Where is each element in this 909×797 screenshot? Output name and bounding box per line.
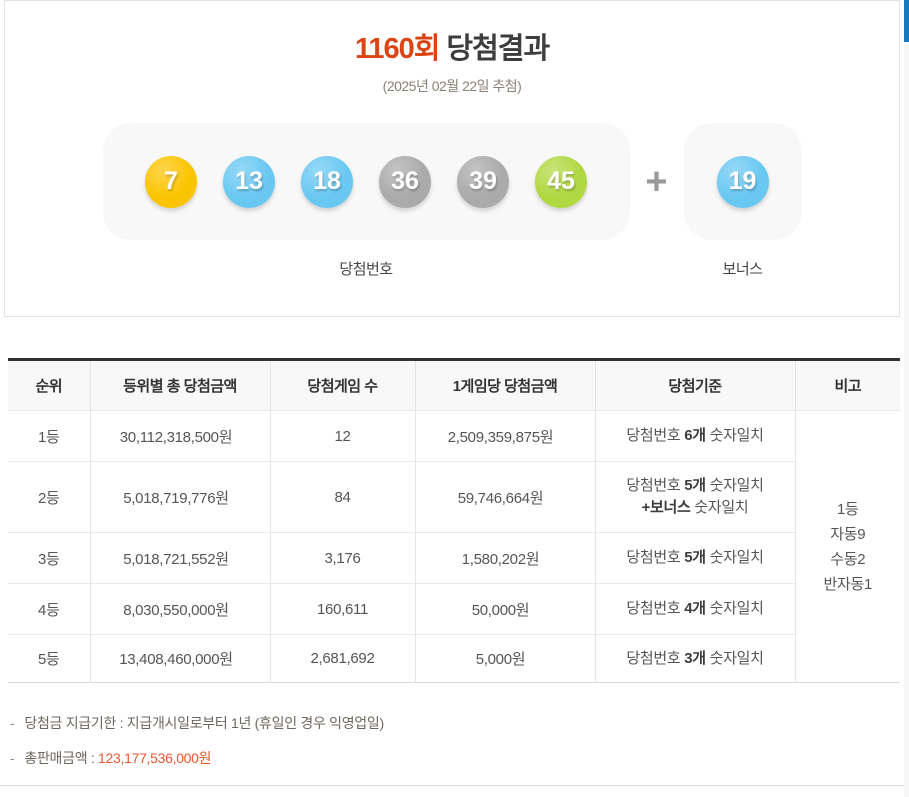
draw-date: (2025년 02월 22일 추첨) bbox=[382, 78, 522, 94]
ball-number: 45 bbox=[547, 167, 575, 195]
plus-icon: + bbox=[645, 160, 668, 203]
table-header-row: 순위 등위별 총 당첨금액 당첨게임 수 1게임당 당첨금액 당첨기준 비고 bbox=[8, 359, 900, 411]
criteria-cell: 당첨번호 5개 숫자일치 bbox=[594, 532, 795, 584]
column-header-winner-count: 당첨게임 수 bbox=[269, 359, 415, 411]
scrollbar-thumb[interactable] bbox=[904, 0, 909, 42]
lotto-ball-3: 18 bbox=[301, 155, 353, 208]
lotto-ball-5: 39 bbox=[457, 155, 509, 208]
table-row-rank5: 5등 13,408,460,000원 2,681,692 5,000원 당첨번호… bbox=[8, 634, 900, 683]
scrollbar-track[interactable] bbox=[904, 0, 909, 797]
rank-cell: 1등 bbox=[8, 410, 90, 462]
bonus-panel: 19 bbox=[683, 123, 802, 240]
per-game-prize-cell: 59,746,664원 bbox=[414, 461, 595, 533]
note-text: 총판매금액 : bbox=[24, 750, 99, 766]
total-sales-note: - 총판매금액 : 123,177,536,000원 bbox=[10, 748, 384, 768]
winner-count-cell: 12 bbox=[269, 410, 415, 462]
column-header-total-prize: 등위별 총 당첨금액 bbox=[89, 359, 270, 411]
page-title: 1160회 당첨결과 bbox=[5, 25, 899, 67]
table-row-rank2: 2등 5,018,719,776원 84 59,746,664원 당첨번호 5개… bbox=[8, 461, 900, 533]
winner-count-cell: 2,681,692 bbox=[269, 634, 415, 683]
lotto-ball-6: 45 bbox=[535, 155, 587, 208]
criteria-cell: 당첨번호 5개 숫자일치 +보너스 숫자일치 bbox=[594, 461, 795, 533]
ball-number: 13 bbox=[235, 167, 263, 195]
winner-count-cell: 84 bbox=[269, 461, 415, 533]
column-header-per-game: 1게임당 당첨금액 bbox=[414, 359, 595, 411]
total-prize-cell: 5,018,721,552원 bbox=[89, 532, 270, 584]
winner-count-cell: 3,176 bbox=[269, 532, 415, 584]
column-header-criteria: 당첨기준 bbox=[594, 359, 795, 411]
bonus-ball: 19 bbox=[716, 155, 769, 208]
total-prize-cell: 5,018,719,776원 bbox=[89, 461, 270, 533]
total-sales-amount: 123,177,536,000원 bbox=[98, 750, 212, 766]
rank-cell: 3등 bbox=[8, 532, 90, 584]
winning-numbers-panel: 7 13 18 36 39 45 bbox=[102, 123, 630, 240]
ball-labels-row: 당첨번호 보너스 bbox=[5, 258, 899, 279]
table-row-rank4: 4등 8,030,550,000원 160,611 50,000원 당첨번호 4… bbox=[8, 583, 900, 635]
column-header-rank: 순위 bbox=[8, 359, 90, 411]
prize-table-section: 순위 등위별 총 당첨금액 당첨게임 수 1게임당 당첨금액 당첨기준 비고 1… bbox=[8, 358, 900, 683]
total-prize-cell: 8,030,550,000원 bbox=[89, 583, 270, 635]
lotto-ball-4: 36 bbox=[379, 155, 431, 208]
winning-numbers-label: 당첨번호 bbox=[339, 261, 393, 278]
remark-cell: 1등 자동9 수동2 반자동1 bbox=[794, 410, 900, 683]
ball-number: 36 bbox=[391, 167, 419, 195]
rank-cell: 2등 bbox=[8, 461, 90, 533]
criteria-cell: 당첨번호 3개 숫자일치 bbox=[594, 634, 795, 683]
rank-cell: 5등 bbox=[8, 634, 90, 683]
lotto-ball-1: 7 bbox=[145, 155, 197, 208]
winner-count-cell: 160,611 bbox=[269, 583, 415, 635]
per-game-prize-cell: 5,000원 bbox=[414, 634, 595, 683]
lotto-ball-2: 13 bbox=[223, 155, 275, 208]
total-prize-cell: 30,112,318,500원 bbox=[89, 410, 270, 462]
ball-number: 7 bbox=[164, 167, 178, 195]
table-row-rank1: 1등 30,112,318,500원 12 2,509,359,875원 당첨번… bbox=[8, 410, 900, 683]
ball-number: 39 bbox=[469, 167, 497, 195]
bonus-label: 보너스 bbox=[722, 261, 763, 278]
column-header-remark: 비고 bbox=[794, 359, 900, 411]
total-prize-cell: 13,408,460,000원 bbox=[89, 634, 270, 683]
criteria-cell: 당첨번호 4개 숫자일치 bbox=[594, 583, 795, 635]
note-bullet: - bbox=[10, 715, 15, 731]
note-bullet: - bbox=[10, 750, 15, 766]
note-text: 당첨금 지급기한 : 지급개시일로부터 1년 (휴일인 경우 익영업일) bbox=[24, 715, 384, 731]
draw-area: 7 13 18 36 39 45 + 19 bbox=[5, 123, 899, 240]
label-spacer bbox=[630, 258, 684, 279]
footer-notes: - 당첨금 지급기한 : 지급개시일로부터 1년 (휴일인 경우 익영업일) -총… bbox=[10, 713, 384, 783]
criteria-cell: 당첨번호 6개 숫자일치 bbox=[594, 410, 795, 462]
winning-result-card: 1160회 당첨결과 (2025년 02월 22일 추첨) 7 13 18 36 … bbox=[4, 0, 900, 317]
ball-number: 18 bbox=[313, 167, 341, 195]
bottom-divider bbox=[0, 785, 909, 786]
per-game-prize-cell: 1,580,202원 bbox=[414, 532, 595, 584]
prize-table: 순위 등위별 총 당첨금액 당첨게임 수 1게임당 당첨금액 당첨기준 비고 1… bbox=[8, 358, 900, 683]
round-number: 1160회 bbox=[354, 33, 441, 65]
per-game-prize-cell: 50,000원 bbox=[414, 583, 595, 635]
rank-cell: 4등 bbox=[8, 583, 90, 635]
per-game-prize-cell: 2,509,359,875원 bbox=[414, 410, 595, 462]
payment-deadline-note: - 당첨금 지급기한 : 지급개시일로부터 1년 (휴일인 경우 익영업일) bbox=[10, 713, 384, 733]
title-text: 당첨결과 bbox=[446, 33, 550, 65]
ball-number: 19 bbox=[728, 167, 757, 195]
table-row-rank3: 3등 5,018,721,552원 3,176 1,580,202원 당첨번호 … bbox=[8, 532, 900, 584]
